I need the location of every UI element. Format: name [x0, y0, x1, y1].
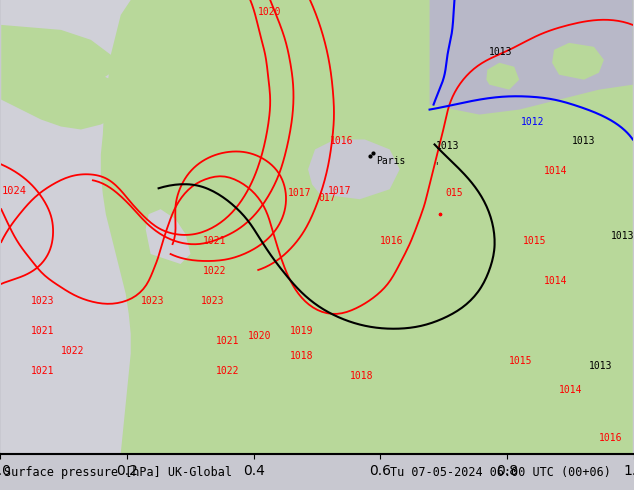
- Text: 1020: 1020: [258, 7, 281, 17]
- Text: 1014: 1014: [544, 276, 567, 286]
- Text: 1020: 1020: [249, 331, 272, 341]
- Text: 1017: 1017: [288, 188, 312, 198]
- Text: 1021: 1021: [216, 336, 239, 345]
- Text: 1022: 1022: [202, 266, 226, 276]
- Text: 1014: 1014: [559, 386, 583, 395]
- Text: 1013: 1013: [489, 47, 513, 57]
- Text: 1015: 1015: [509, 356, 533, 366]
- Text: 1023: 1023: [31, 296, 55, 306]
- Text: 1021: 1021: [31, 366, 55, 375]
- Text: ': ': [436, 161, 438, 172]
- Text: 1013: 1013: [572, 136, 595, 147]
- Text: 1023: 1023: [141, 296, 164, 306]
- Polygon shape: [101, 0, 633, 453]
- Text: 017: 017: [318, 193, 335, 203]
- Text: 1014: 1014: [544, 166, 567, 176]
- Text: 1013: 1013: [436, 142, 459, 151]
- Text: 015: 015: [446, 188, 463, 198]
- Text: 1022: 1022: [216, 366, 239, 375]
- Text: 1013: 1013: [611, 231, 634, 241]
- Polygon shape: [552, 43, 604, 80]
- Polygon shape: [146, 209, 190, 264]
- Text: 1013: 1013: [589, 361, 612, 370]
- Polygon shape: [486, 63, 519, 90]
- Text: 1016: 1016: [380, 236, 403, 246]
- Text: 1016: 1016: [330, 136, 353, 147]
- Text: 1018: 1018: [350, 370, 373, 381]
- Text: 1023: 1023: [200, 296, 224, 306]
- Text: 1019: 1019: [290, 326, 314, 336]
- Text: Paris: Paris: [376, 156, 405, 167]
- Text: 1024: 1024: [1, 186, 26, 196]
- Text: 1018: 1018: [290, 351, 314, 361]
- Text: 1012: 1012: [521, 117, 545, 126]
- Text: 1021: 1021: [202, 236, 226, 246]
- Text: 1016: 1016: [599, 433, 623, 443]
- Polygon shape: [1, 65, 131, 129]
- Polygon shape: [1, 25, 116, 83]
- Text: Tu 07-05-2024 06:00 UTC (00+06): Tu 07-05-2024 06:00 UTC (00+06): [390, 466, 611, 479]
- Text: Surface pressure [hPa] UK-Global: Surface pressure [hPa] UK-Global: [4, 466, 232, 479]
- Text: 1017: 1017: [328, 186, 351, 196]
- Text: 1015: 1015: [523, 236, 547, 246]
- Polygon shape: [308, 140, 399, 199]
- Text: 1021: 1021: [31, 326, 55, 336]
- Polygon shape: [430, 0, 633, 115]
- Text: 1022: 1022: [61, 345, 84, 356]
